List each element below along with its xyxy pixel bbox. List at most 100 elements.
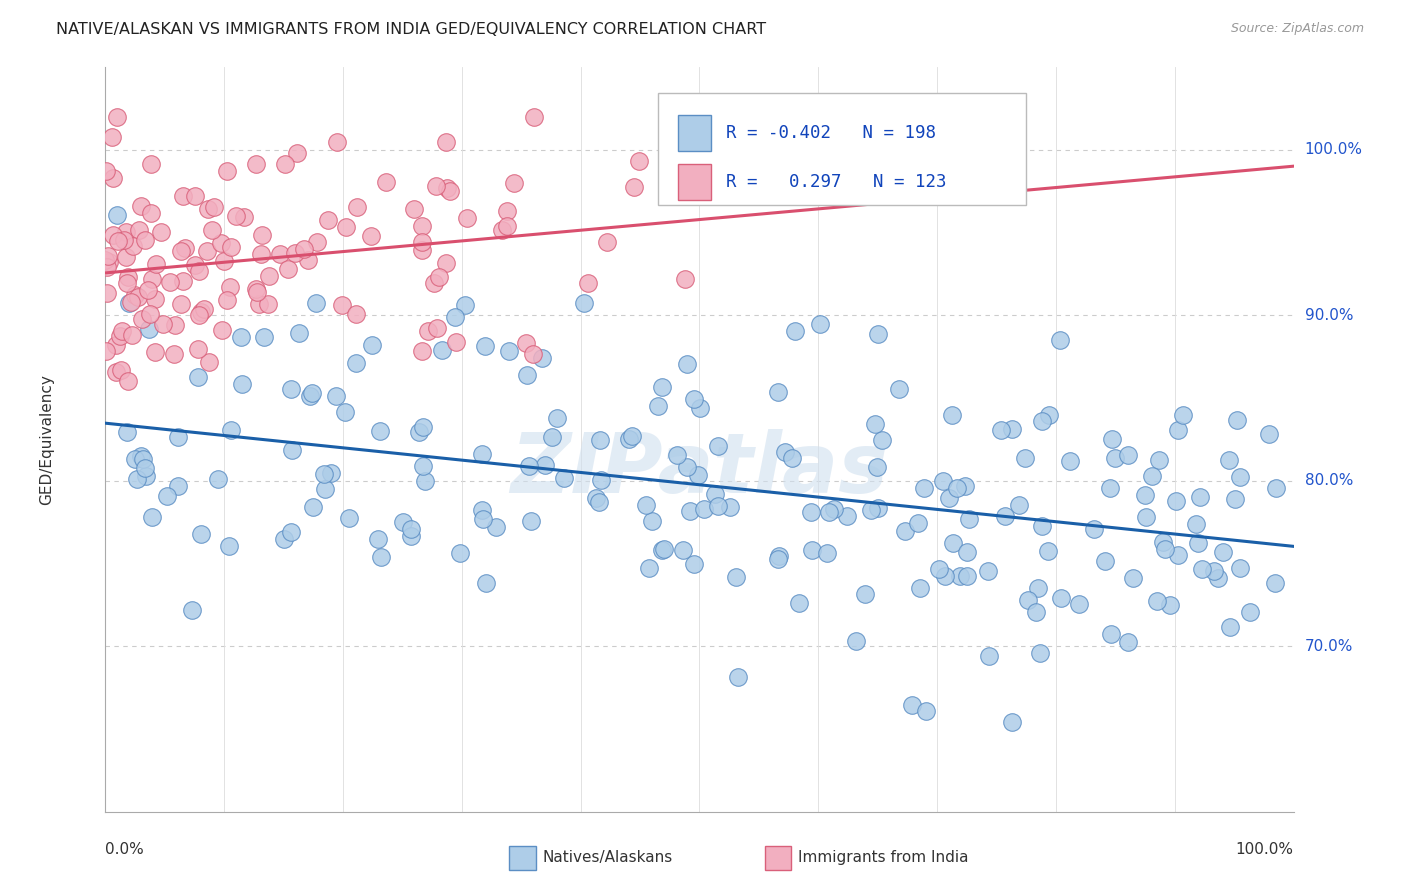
Point [1239,605,1261,619]
Point [1187,536,1209,550]
Point [979,649,1001,664]
Point [1218,453,1240,467]
Point [676,357,699,371]
Point [1017,592,1039,607]
Point [288,326,311,341]
Point [912,481,935,495]
Point [787,596,810,610]
Point [1031,519,1053,533]
Point [425,178,447,193]
Text: NATIVE/ALASKAN VS IMMIGRANTS FROM INDIA GED/EQUIVALENCY CORRELATION CHART: NATIVE/ALASKAN VS IMMIGRANTS FROM INDIA … [56,22,766,37]
Point [281,443,304,458]
Point [619,432,641,446]
Point [269,247,291,261]
Point [172,189,194,203]
Point [115,225,138,239]
Point [337,511,360,525]
Point [152,317,174,331]
Point [977,565,1000,579]
Point [773,445,796,459]
Point [768,384,790,399]
Point [232,210,254,224]
Point [766,552,789,566]
Point [780,450,803,465]
Point [108,328,131,343]
Point [134,234,156,248]
Point [942,536,965,550]
Point [156,490,179,504]
Point [404,202,426,216]
Point [1206,572,1229,586]
Point [188,308,211,322]
Point [187,370,209,384]
Point [1152,535,1174,549]
Point [1099,627,1122,641]
Point [94,164,117,178]
Point [1038,408,1060,422]
Point [215,293,238,307]
Point [245,157,267,171]
Point [589,473,612,487]
Point [416,324,439,338]
Point [399,523,422,537]
Point [128,222,150,236]
Point [471,503,494,517]
Point [412,459,434,474]
FancyBboxPatch shape [678,115,711,151]
Point [170,296,193,310]
Point [516,368,538,383]
Text: 100.0%: 100.0% [1305,142,1362,157]
Point [247,296,270,310]
Point [250,228,273,243]
Point [427,270,450,285]
Point [1098,481,1121,495]
Point [107,208,129,222]
Point [1135,510,1157,524]
Point [1094,554,1116,568]
Point [588,494,610,508]
Point [955,479,977,493]
Point [1149,453,1171,467]
Point [211,323,233,337]
Point [326,135,349,149]
Text: R =   0.297   N = 123: R = 0.297 N = 123 [725,173,946,191]
Text: 80.0%: 80.0% [1305,473,1353,488]
Point [727,670,749,684]
Point [1031,414,1053,428]
Point [335,220,357,235]
Point [344,306,367,320]
Point [1265,481,1288,495]
Point [1159,599,1181,613]
Point [141,271,163,285]
Text: Natives/Alaskans: Natives/Alaskans [543,850,673,865]
Point [444,310,467,325]
Point [1049,591,1071,605]
Point [103,227,125,242]
Point [219,423,242,437]
Point [250,247,273,261]
Point [391,515,413,529]
Point [174,241,197,255]
Point [474,338,496,352]
Text: Source: ZipAtlas.com: Source: ZipAtlas.com [1230,22,1364,36]
Point [218,539,240,553]
Point [195,244,218,259]
Point [124,287,146,301]
Point [1026,581,1049,595]
Point [225,209,247,223]
Point [908,581,931,595]
Point [638,560,661,574]
Point [411,244,433,258]
Point [257,269,280,284]
Point [312,467,335,481]
Point [111,324,134,338]
Point [1264,576,1286,591]
Point [321,466,343,480]
Point [129,450,152,464]
Point [446,334,468,349]
Point [181,603,204,617]
Point [305,235,328,249]
Point [167,430,190,444]
Point [800,504,823,518]
Point [456,211,478,225]
